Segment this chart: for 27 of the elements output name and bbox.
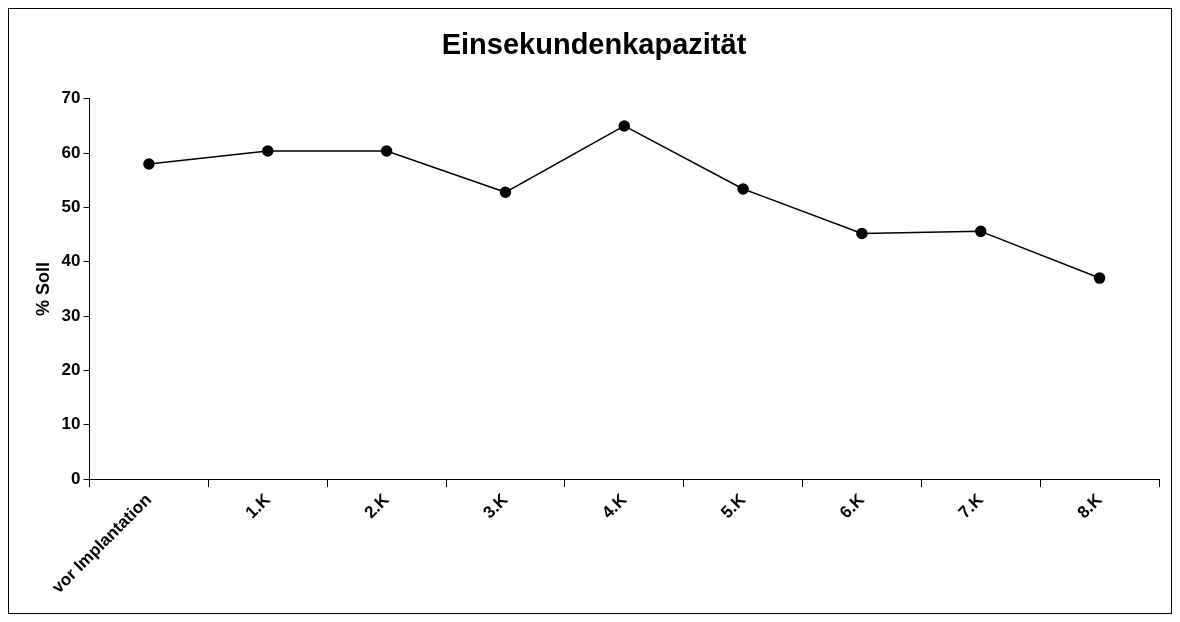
x-tick-label: 2.K [360, 489, 394, 523]
y-tick-label: 10 [61, 414, 81, 434]
y-tick-label: 70 [61, 88, 81, 108]
x-tick-label: 4.K [598, 489, 631, 523]
y-axis-title: % Soll [32, 261, 53, 316]
y-tick-label: 20 [61, 360, 81, 380]
chart-title: Einsekundenkapazität [441, 28, 747, 61]
y-tick-label: 0 [71, 468, 81, 488]
y-tick-label: 60 [61, 142, 81, 162]
x-tick-label: 8.K [1073, 489, 1107, 523]
y-tick-label: 30 [61, 305, 81, 325]
y-tick-label: 50 [61, 197, 81, 217]
point [499, 186, 512, 198]
x-tick-label: 1.K [241, 489, 275, 523]
point [618, 120, 631, 132]
point [975, 225, 987, 238]
point [380, 145, 393, 157]
y-tick-label: 40 [61, 251, 81, 271]
point [1093, 272, 1106, 284]
x-tick-label: 6.K [835, 489, 869, 523]
point [856, 227, 868, 240]
point [143, 158, 155, 170]
point [262, 145, 274, 157]
point [737, 183, 749, 195]
x-tick-label: 3.K [479, 489, 513, 523]
x-tick-label: 7.K [954, 489, 988, 523]
x-tick-label: 5.K [717, 489, 750, 523]
